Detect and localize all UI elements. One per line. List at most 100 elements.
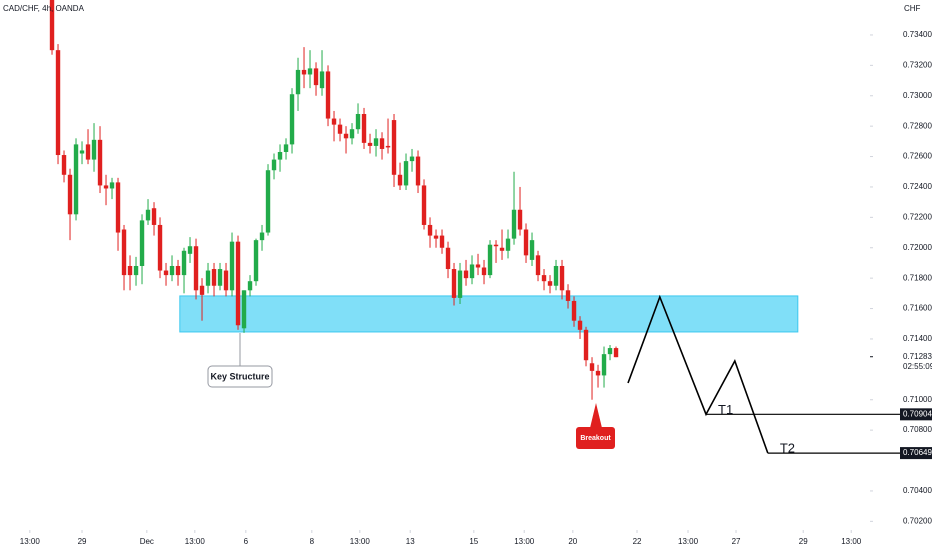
- candle-body: [103, 185, 109, 189]
- y-tick-label: 0.71000: [903, 395, 932, 404]
- candle-body: [481, 267, 487, 276]
- target-name: T1: [718, 402, 733, 417]
- last-price-bg: [900, 350, 932, 373]
- candle-body: [163, 270, 169, 276]
- candle-body: [355, 113, 361, 130]
- candle-body: [319, 71, 325, 89]
- candle-body: [337, 124, 343, 134]
- candle-body: [79, 150, 85, 154]
- price-tag: [900, 447, 932, 460]
- currency-label: CHF: [904, 4, 921, 13]
- candle-body: [493, 244, 499, 247]
- candle-body: [451, 269, 457, 298]
- candle-body: [403, 161, 409, 186]
- candle-body: [67, 174, 73, 215]
- candle-body: [445, 247, 451, 270]
- candle-body: [397, 174, 403, 186]
- y-tick-label: 0.73000: [903, 91, 932, 100]
- candle-body: [271, 159, 277, 171]
- y-tick-label: 0.71800: [903, 273, 932, 282]
- candle-body: [535, 255, 541, 276]
- candle-body: [409, 156, 415, 162]
- candle-body: [139, 220, 145, 266]
- x-tick-label: 27: [732, 537, 741, 546]
- x-tick-label: 15: [469, 537, 478, 546]
- x-tick-label: 13:00: [20, 537, 41, 546]
- candle-body: [499, 247, 505, 251]
- candle-body: [571, 300, 577, 321]
- x-tick-label: 13:00: [678, 537, 699, 546]
- candle-body: [85, 144, 91, 160]
- y-tick-label: 0.72400: [903, 182, 932, 191]
- candle-body: [181, 250, 187, 276]
- candle-body: [331, 118, 337, 125]
- candle-body: [133, 265, 139, 276]
- x-tick-label: 13:00: [841, 537, 862, 546]
- breakout-box: [576, 427, 615, 449]
- candle-body: [127, 265, 133, 276]
- candle-body: [187, 246, 193, 254]
- x-tick-label: 13:00: [185, 537, 206, 546]
- candle-body: [469, 264, 475, 279]
- x-tick-label: 29: [78, 537, 87, 546]
- candle-body: [229, 241, 235, 291]
- candle-body: [235, 241, 241, 326]
- candle-body: [283, 144, 289, 152]
- candle-body: [205, 270, 211, 286]
- candle-body: [541, 275, 547, 282]
- x-tick-label: 20: [568, 537, 577, 546]
- callout-box: [207, 365, 273, 388]
- candle-body: [391, 120, 397, 175]
- candle-body: [217, 269, 223, 286]
- candle-body: [55, 50, 61, 156]
- candle-body: [97, 139, 103, 186]
- candle-body: [157, 224, 163, 271]
- candle-body: [385, 145, 391, 148]
- x-tick-label: 22: [633, 537, 642, 546]
- candle-body: [265, 170, 271, 233]
- candle-body: [145, 209, 151, 221]
- candle-body: [361, 113, 367, 143]
- x-tick-label: 6: [244, 537, 249, 546]
- candle-body: [529, 240, 535, 260]
- x-tick-label: 13:00: [514, 537, 535, 546]
- candle-body: [307, 68, 313, 75]
- last-price-label: 0.71283: [903, 352, 932, 361]
- candle-body: [511, 209, 517, 239]
- candle-body: [421, 185, 427, 225]
- x-tick-label: Dec: [140, 537, 154, 546]
- candle-body: [367, 142, 373, 146]
- price-tag: [900, 408, 932, 421]
- candle-body: [349, 129, 355, 139]
- candle-body: [325, 71, 331, 119]
- candle-body: [343, 133, 349, 139]
- y-tick-label: 0.72000: [903, 243, 932, 252]
- candle-body: [211, 269, 217, 286]
- candle-body: [607, 348, 613, 355]
- candle-body: [175, 265, 181, 276]
- y-tick-label: 0.70200: [903, 516, 932, 525]
- candle-body: [415, 156, 421, 186]
- candle-body: [595, 370, 601, 376]
- breakout-text: Breakout: [580, 435, 611, 442]
- candle-body: [553, 265, 559, 286]
- candle-body: [295, 69, 301, 95]
- y-tick-label: 0.71600: [903, 304, 932, 313]
- y-tick-label: 0.72800: [903, 121, 932, 130]
- candle-body: [121, 229, 127, 276]
- candle-body: [475, 264, 481, 268]
- candle-body: [49, 0, 55, 51]
- countdown-label: 02:55:09: [903, 362, 932, 371]
- zone-layer: [179, 295, 799, 333]
- candle-body: [523, 229, 529, 256]
- chart-title: CAD/CHF, 4h, OANDA: [3, 4, 85, 13]
- y-tick-label: 0.70400: [903, 486, 932, 495]
- candle-body: [313, 68, 319, 86]
- y-tick-label: 0.73400: [903, 30, 932, 39]
- candle-body: [61, 155, 67, 175]
- candle-body: [517, 209, 523, 230]
- candle-body: [463, 270, 469, 279]
- support-zone: [179, 295, 799, 333]
- breakout-pointer: [590, 403, 602, 428]
